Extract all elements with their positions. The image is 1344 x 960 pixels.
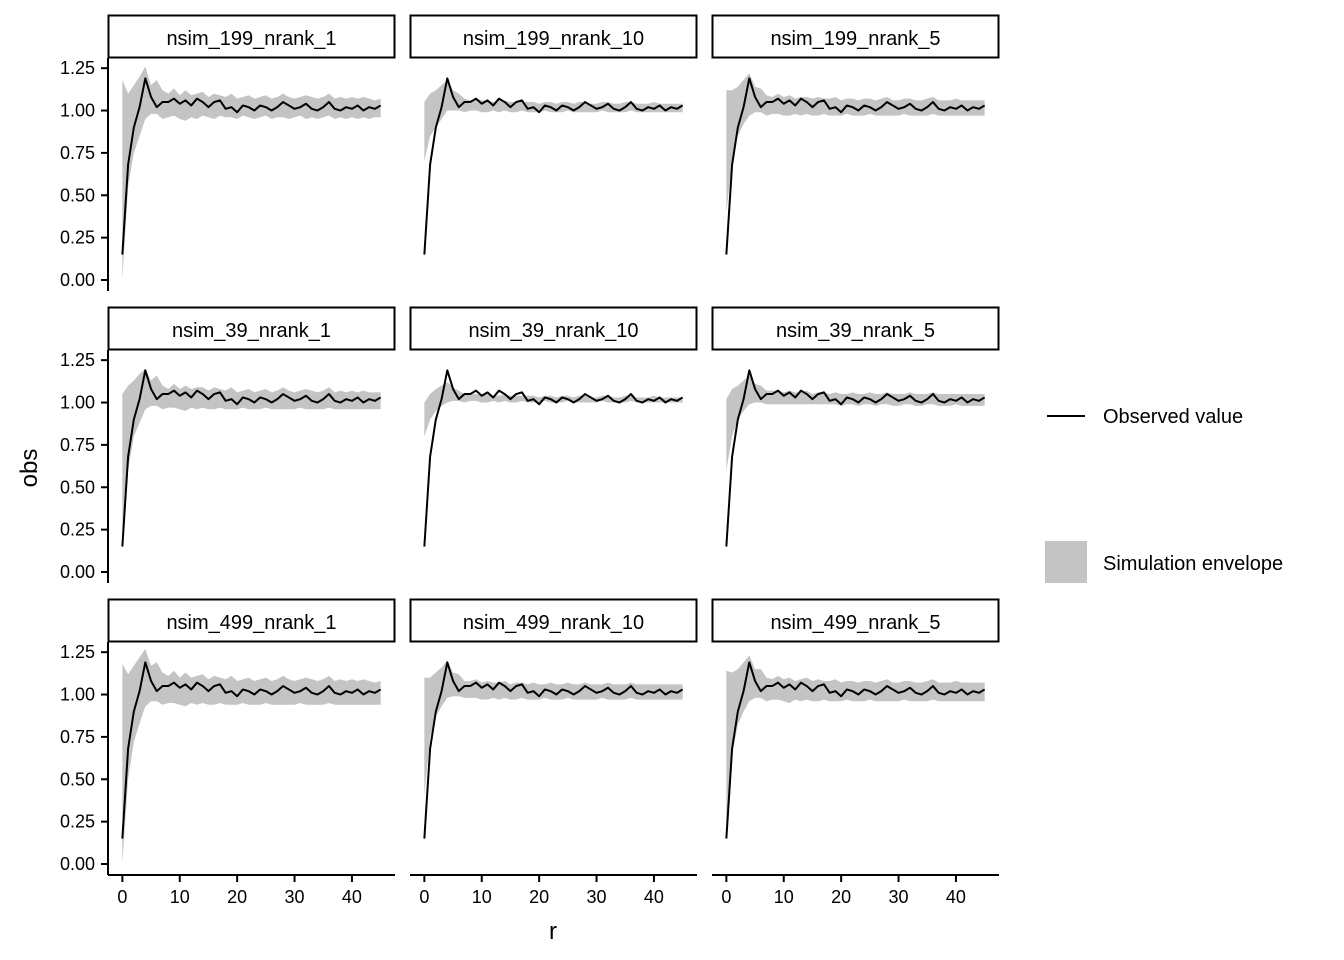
y-axis: 0.00 0.25 0.50 0.75 1.00 1.25: [60, 642, 109, 875]
observed-line: [121, 77, 382, 255]
y-axis-title: obs: [16, 449, 43, 488]
panel-strip-label: nsim_39_nrank_5: [776, 320, 935, 342]
simulation-envelope: [122, 368, 381, 539]
y-tick-label: 0.25: [60, 228, 95, 248]
x-tick-label: 10: [170, 887, 190, 907]
y-tick-label: 1.00: [60, 101, 95, 121]
panel-strip: [107, 598, 396, 643]
panel-strip-label: nsim_199_nrank_5: [770, 28, 940, 50]
x-axes-layer: 0 10 20 30 40 0 10 20 30 40 0 10 20 30 40: [108, 874, 999, 907]
x-axis-title: r: [549, 918, 557, 945]
x-axis: 0 10 20 30 40: [108, 874, 395, 907]
x-tick-label: 0: [419, 887, 429, 907]
panel: nsim_39_nrank_5: [711, 306, 1000, 547]
y-tick-label: 1.00: [60, 685, 95, 705]
panel-strip-label: nsim_199_nrank_1: [166, 28, 336, 50]
y-axis: 0.00 0.25 0.50 0.75 1.00 1.25: [60, 350, 109, 583]
legend: Observed value Simulation envelope: [1045, 406, 1283, 583]
legend-envelope-key: [1045, 541, 1087, 583]
simulation-envelope: [122, 648, 381, 864]
x-tick-label: 10: [472, 887, 492, 907]
y-tick-label: 1.00: [60, 393, 95, 413]
y-tick-label: 0.00: [60, 270, 95, 290]
x-tick-label: 20: [831, 887, 851, 907]
panel: nsim_499_nrank_5: [711, 598, 1000, 839]
panel-strip-label: nsim_499_nrank_1: [166, 612, 336, 634]
x-tick-label: 10: [774, 887, 794, 907]
panel: nsim_199_nrank_10: [409, 14, 698, 255]
panel-strip-label: nsim_39_nrank_10: [468, 320, 638, 342]
simulation-envelope: [424, 660, 683, 797]
panel-strip: [107, 14, 396, 59]
y-tick-label: 0.50: [60, 185, 95, 205]
x-tick-label: 0: [721, 887, 731, 907]
x-tick-label: 20: [227, 887, 247, 907]
observed-line: [423, 661, 684, 839]
x-tick-label: 40: [342, 887, 362, 907]
panels-layer: nsim_199_nrank_1 nsim_199_nrank_10 nsim_19…: [107, 14, 1000, 864]
observed-line: [121, 661, 382, 839]
observed-line: [725, 661, 986, 839]
x-tick-label: 0: [117, 887, 127, 907]
observed-line: [423, 77, 684, 255]
observed-line: [121, 369, 382, 547]
panel: nsim_499_nrank_10: [409, 598, 698, 839]
panel-strip-label: nsim_199_nrank_10: [463, 28, 644, 50]
panel: nsim_39_nrank_10: [409, 306, 698, 547]
simulation-envelope: [424, 382, 683, 437]
panel-strip: [107, 306, 396, 351]
panel-strip: [409, 306, 698, 351]
y-tick-label: 0.25: [60, 812, 95, 832]
observed-line: [725, 77, 986, 255]
simulation-envelope: [726, 375, 985, 471]
panel-strip-label: nsim_39_nrank_1: [172, 320, 331, 342]
y-axes-layer: 0.00 0.25 0.50 0.75 1.00 1.25 0.00 0.25 0.50 0.75…: [60, 58, 109, 875]
y-tick-label: 1.25: [60, 58, 95, 78]
y-axis: 0.00 0.25 0.50 0.75 1.00 1.25: [60, 58, 109, 291]
x-tick-label: 30: [889, 887, 909, 907]
panel-strip: [711, 598, 1000, 643]
y-tick-label: 1.25: [60, 642, 95, 662]
panel-strip: [409, 598, 698, 643]
x-tick-label: 40: [644, 887, 664, 907]
y-tick-label: 0.25: [60, 520, 95, 540]
panel-strip: [711, 14, 1000, 59]
observed-line: [725, 369, 986, 547]
y-tick-label: 0.75: [60, 435, 95, 455]
simulation-envelope: [122, 66, 381, 280]
panel: nsim_499_nrank_1: [107, 598, 396, 864]
panel-strip-label: nsim_499_nrank_10: [463, 612, 644, 634]
panel-strip: [409, 14, 698, 59]
simulation-envelope: [424, 80, 683, 162]
y-tick-label: 0.00: [60, 854, 95, 874]
y-tick-label: 0.00: [60, 562, 95, 582]
y-tick-label: 1.25: [60, 350, 95, 370]
panel-strip: [711, 306, 1000, 351]
x-tick-label: 30: [285, 887, 305, 907]
x-tick-label: 20: [529, 887, 549, 907]
simulation-envelope: [726, 73, 985, 213]
legend-observed-label: Observed value: [1103, 406, 1243, 428]
y-tick-label: 0.50: [60, 769, 95, 789]
simulation-envelope: [726, 655, 985, 831]
x-tick-label: 40: [946, 887, 966, 907]
y-tick-label: 0.75: [60, 143, 95, 163]
x-axis: 0 10 20 30 40: [712, 874, 999, 907]
y-tick-label: 0.75: [60, 727, 95, 747]
legend-envelope-label: Simulation envelope: [1103, 553, 1283, 575]
panel: nsim_199_nrank_1: [107, 14, 396, 280]
panel-strip-label: nsim_499_nrank_5: [770, 612, 940, 634]
panel: nsim_199_nrank_5: [711, 14, 1000, 255]
x-tick-label: 30: [587, 887, 607, 907]
panel: nsim_39_nrank_1: [107, 306, 396, 547]
y-tick-label: 0.50: [60, 477, 95, 497]
x-axis: 0 10 20 30 40: [410, 874, 697, 907]
observed-line: [423, 369, 684, 547]
